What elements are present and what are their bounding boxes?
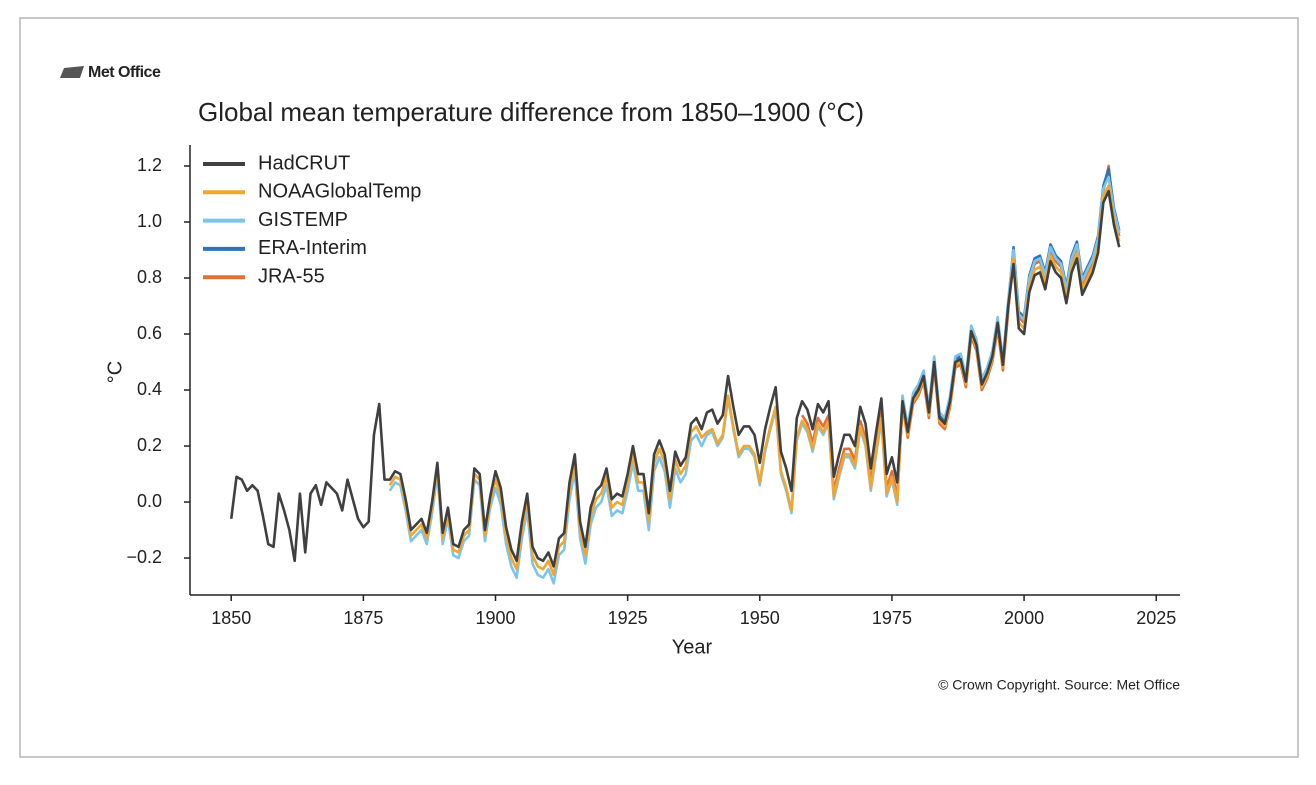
legend-label: GISTEMP xyxy=(258,209,348,231)
y-tick-label: 0.6 xyxy=(137,323,162,343)
y-tick-label: 1.0 xyxy=(137,211,162,231)
x-tick-label: 1975 xyxy=(872,608,912,628)
series-line xyxy=(388,184,1121,577)
chart-title: Global mean temperature difference from … xyxy=(198,97,864,127)
x-tick-label: 1900 xyxy=(475,608,515,628)
x-tick-label: 1850 xyxy=(211,608,251,628)
legend-label: ERA-Interim xyxy=(258,237,367,259)
series-line xyxy=(388,175,1121,585)
y-tick-label: 0.8 xyxy=(137,267,162,287)
logo-mark xyxy=(60,66,84,78)
legend-label: NOAAGlobalTemp xyxy=(258,181,421,203)
x-tick-label: 2025 xyxy=(1136,608,1176,628)
y-tick-label: −0.2 xyxy=(126,547,162,567)
series-line xyxy=(229,189,1121,568)
legend-label: HadCRUT xyxy=(258,152,350,174)
y-tick-label: 0.4 xyxy=(137,379,162,399)
logo: Met Office xyxy=(88,64,161,81)
frame xyxy=(19,17,1299,758)
y-tick-label: 0.2 xyxy=(137,435,162,455)
legend-label: JRA-55 xyxy=(258,265,325,287)
x-tick-label: 1925 xyxy=(608,608,648,628)
x-tick-label: 1875 xyxy=(343,608,383,628)
x-tick-label: 1950 xyxy=(740,608,780,628)
y-axis-label: °C xyxy=(104,361,126,383)
y-tick-label: 1.2 xyxy=(137,155,162,175)
series-line xyxy=(800,164,1121,498)
x-tick-label: 2000 xyxy=(1004,608,1044,628)
source-note: © Crown Copyright. Source: Met Office xyxy=(938,677,1180,693)
x-axis-label: Year xyxy=(672,636,713,658)
y-tick-label: 0.0 xyxy=(137,491,162,511)
